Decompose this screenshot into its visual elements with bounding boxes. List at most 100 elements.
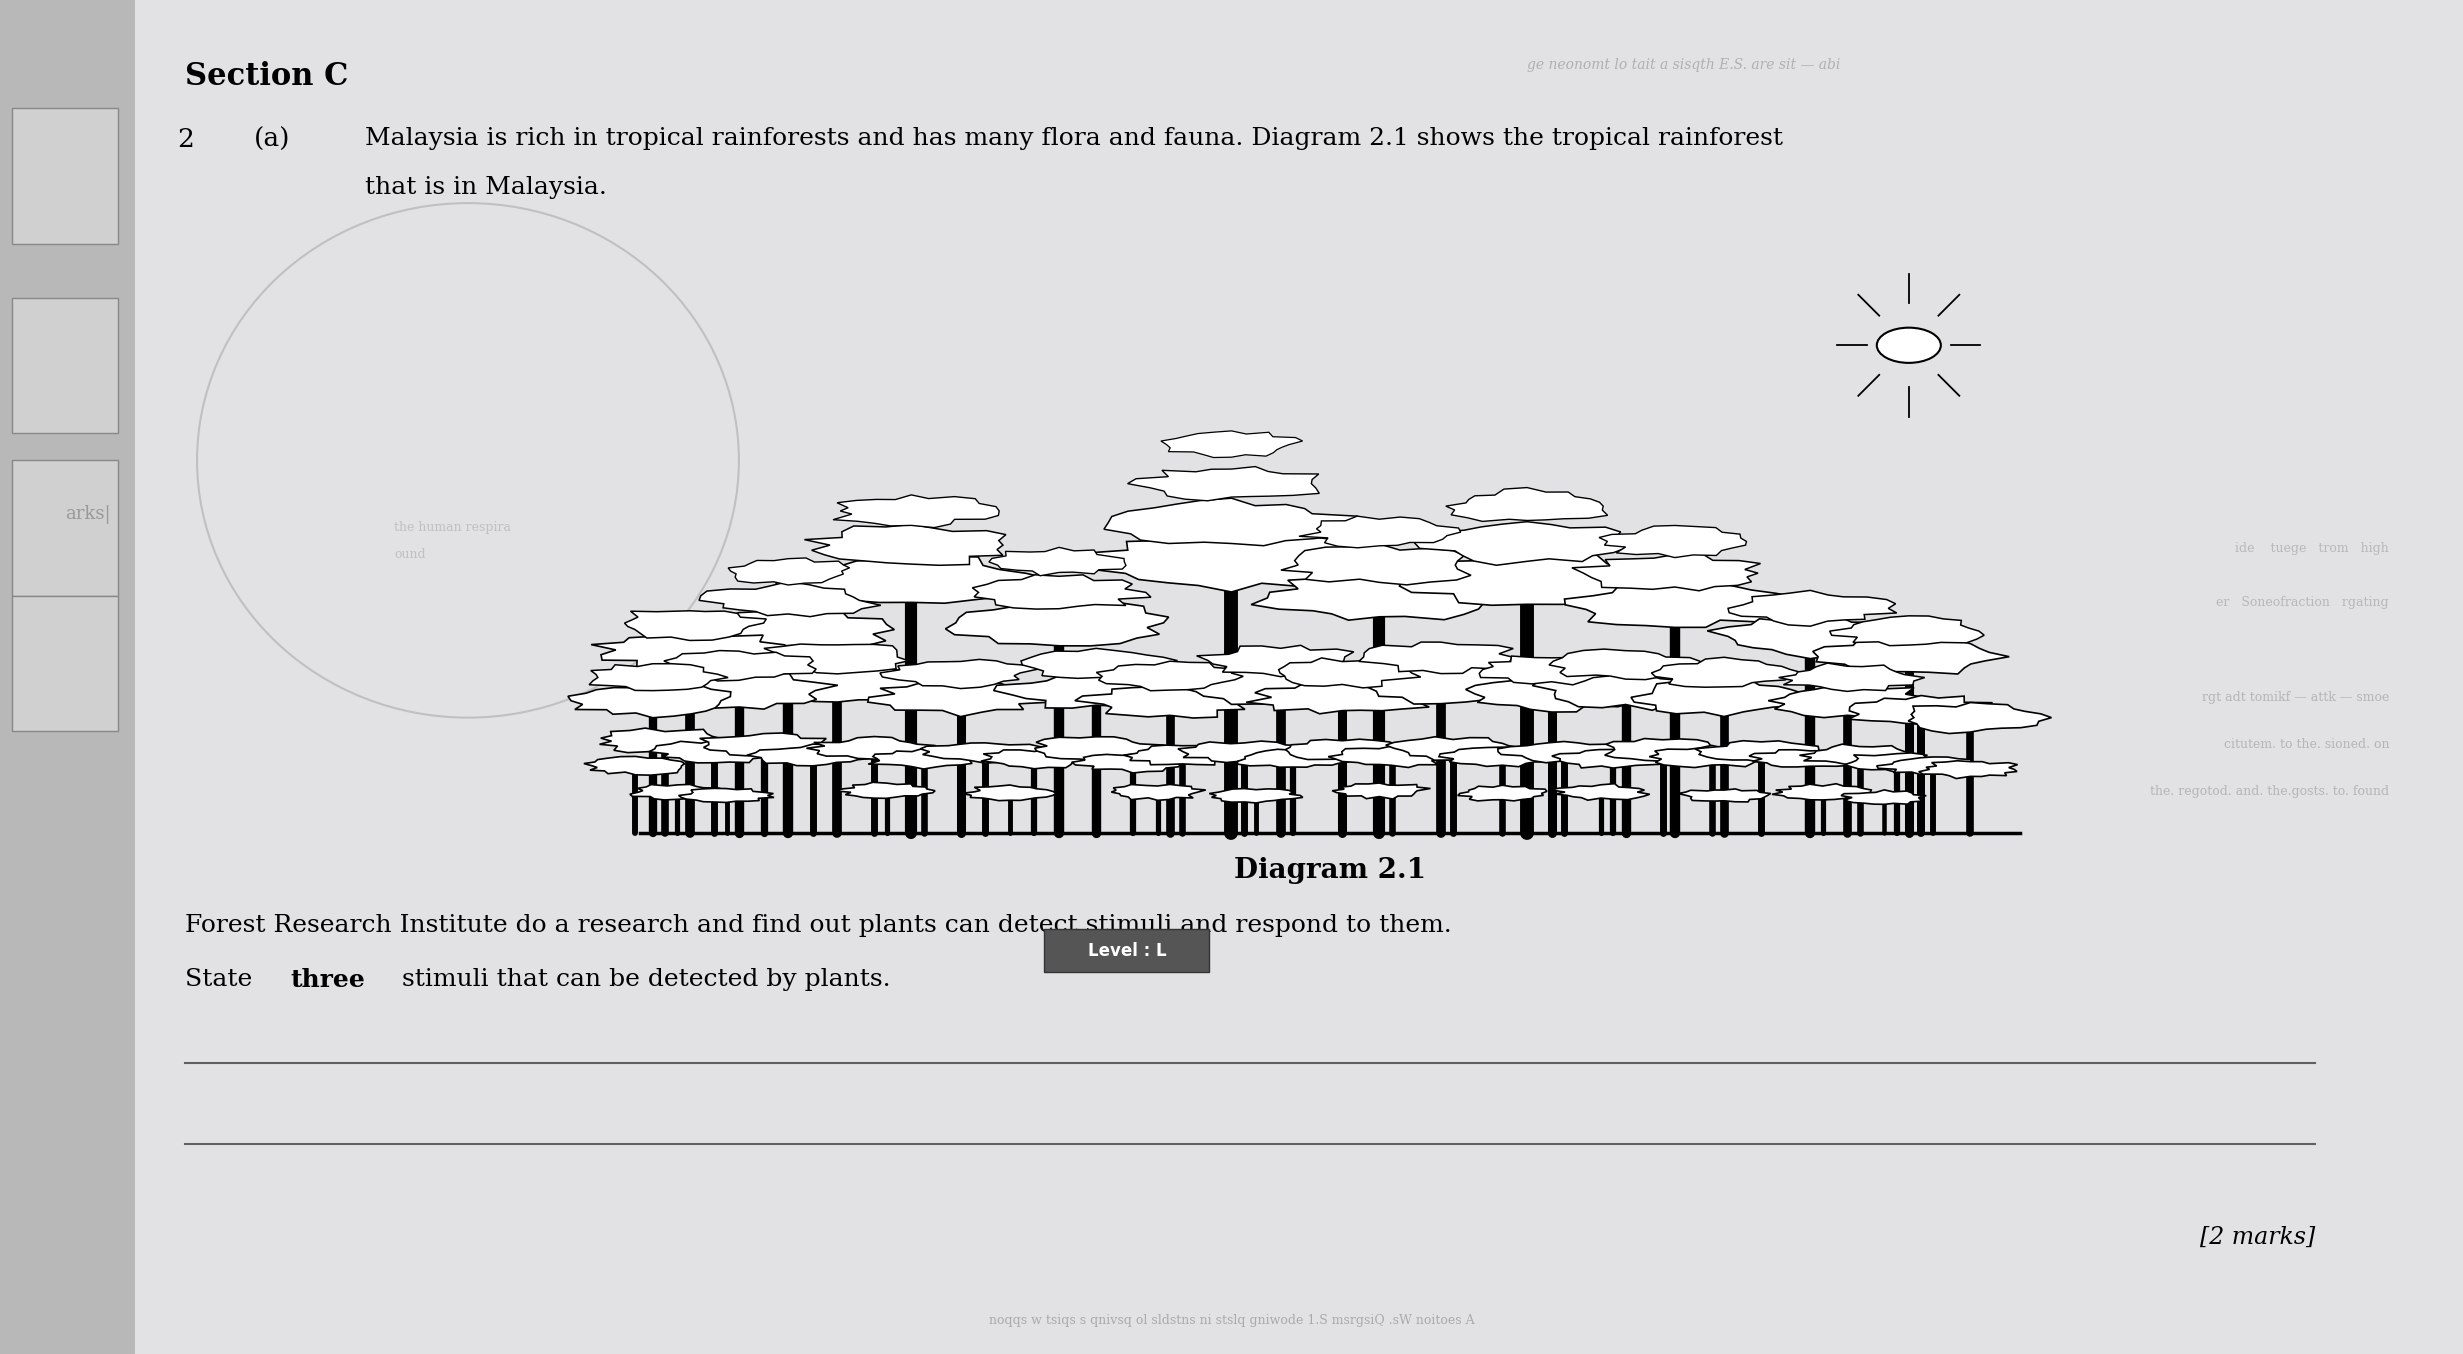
Polygon shape	[680, 788, 773, 803]
Polygon shape	[648, 739, 766, 762]
Bar	[12, 596, 118, 731]
Polygon shape	[680, 608, 894, 649]
Text: [2 marks]: [2 marks]	[2199, 1225, 2315, 1248]
Polygon shape	[1465, 676, 1635, 712]
Polygon shape	[1650, 657, 1803, 688]
Polygon shape	[1768, 686, 1931, 718]
Polygon shape	[973, 575, 1150, 609]
Polygon shape	[1877, 757, 1988, 774]
Polygon shape	[1096, 661, 1244, 691]
Bar	[12, 460, 118, 596]
Polygon shape	[1360, 642, 1512, 673]
Text: arks|: arks|	[64, 505, 111, 524]
Polygon shape	[699, 582, 882, 616]
Polygon shape	[599, 728, 739, 753]
Polygon shape	[699, 733, 830, 756]
Polygon shape	[1549, 649, 1707, 680]
Polygon shape	[1123, 745, 1241, 765]
Text: ound: ound	[394, 548, 426, 562]
Polygon shape	[1532, 673, 1719, 711]
Polygon shape	[1571, 554, 1761, 590]
Polygon shape	[993, 672, 1180, 708]
Polygon shape	[1387, 737, 1525, 760]
Text: three: three	[291, 968, 365, 992]
Polygon shape	[805, 737, 938, 760]
Polygon shape	[1845, 753, 1958, 772]
Polygon shape	[1298, 516, 1461, 548]
Bar	[12, 108, 118, 244]
Polygon shape	[990, 547, 1126, 575]
Polygon shape	[749, 665, 938, 701]
Polygon shape	[1458, 785, 1547, 800]
Text: ge neonomt lo tait a sisqth E.S. are sit — abi: ge neonomt lo tait a sisqth E.S. are sit…	[1527, 58, 1840, 72]
Polygon shape	[1111, 784, 1207, 800]
Polygon shape	[584, 757, 685, 774]
Polygon shape	[1180, 668, 1382, 707]
Polygon shape	[1034, 737, 1170, 761]
Polygon shape	[1800, 745, 1929, 766]
Text: Diagram 2.1: Diagram 2.1	[1234, 857, 1426, 884]
Polygon shape	[754, 645, 909, 674]
Polygon shape	[626, 611, 766, 640]
Polygon shape	[867, 681, 1057, 716]
Text: that is in Malaysia.: that is in Malaysia.	[365, 176, 606, 199]
Polygon shape	[729, 558, 850, 585]
Text: the human respira: the human respira	[394, 521, 512, 535]
Polygon shape	[1840, 789, 1926, 804]
Polygon shape	[1278, 658, 1421, 688]
Polygon shape	[1650, 746, 1778, 768]
Polygon shape	[1847, 696, 1993, 724]
Polygon shape	[1830, 616, 1985, 646]
Bar	[0, 0, 135, 1354]
Polygon shape	[1281, 544, 1470, 585]
Polygon shape	[589, 663, 729, 691]
Polygon shape	[961, 785, 1057, 800]
Polygon shape	[776, 556, 1052, 604]
Text: Level : L: Level : L	[1089, 941, 1165, 960]
Polygon shape	[1480, 657, 1626, 685]
Text: citutem. to the. sioned. on: citutem. to the. sioned. on	[2224, 738, 2389, 751]
Polygon shape	[1813, 638, 2010, 674]
Polygon shape	[1707, 615, 1919, 658]
Polygon shape	[832, 783, 936, 799]
Polygon shape	[1549, 784, 1650, 800]
Bar	[12, 298, 118, 433]
Text: State: State	[185, 968, 261, 991]
Polygon shape	[1177, 741, 1303, 762]
Polygon shape	[980, 749, 1096, 769]
Polygon shape	[946, 601, 1167, 646]
Polygon shape	[1631, 678, 1820, 716]
Polygon shape	[1076, 536, 1379, 592]
Polygon shape	[1251, 574, 1512, 620]
Polygon shape	[1236, 749, 1352, 768]
Polygon shape	[1606, 738, 1727, 761]
Polygon shape	[1438, 747, 1559, 766]
Polygon shape	[1022, 649, 1177, 678]
Polygon shape	[1328, 746, 1453, 768]
Polygon shape	[1128, 467, 1320, 501]
Polygon shape	[1919, 761, 2017, 779]
Polygon shape	[1286, 739, 1401, 761]
FancyBboxPatch shape	[1044, 929, 1209, 972]
Text: the. regotod. and. the.gosts. to. found: the. regotod. and. the.gosts. to. found	[2150, 785, 2389, 799]
Polygon shape	[665, 650, 815, 681]
Polygon shape	[1695, 741, 1820, 762]
Polygon shape	[1729, 590, 1897, 626]
Polygon shape	[648, 670, 837, 709]
Polygon shape	[921, 743, 1052, 764]
Polygon shape	[1246, 680, 1431, 714]
Text: Forest Research Institute do a research and find out plants can detect stimuli a: Forest Research Institute do a research …	[185, 914, 1451, 937]
Polygon shape	[1071, 753, 1182, 773]
Polygon shape	[1399, 552, 1638, 605]
Polygon shape	[1909, 703, 2052, 734]
Text: rgt adt tomikf — attk — smoe: rgt adt tomikf — attk — smoe	[2202, 691, 2389, 704]
Polygon shape	[1197, 646, 1355, 677]
Polygon shape	[591, 630, 793, 669]
Text: noqqs w tsiqs s qnivsq ol sldstns ni stslq gniwode 1.S msrgsiQ .sW noitoes A: noqqs w tsiqs s qnivsq ol sldstns ni sts…	[988, 1313, 1475, 1327]
Polygon shape	[1209, 788, 1303, 803]
Text: Section C: Section C	[185, 61, 347, 92]
Polygon shape	[1345, 665, 1544, 704]
Text: er   Soneofraction   rgating: er Soneofraction rgating	[2217, 596, 2389, 609]
Polygon shape	[631, 784, 727, 800]
Polygon shape	[879, 659, 1039, 689]
